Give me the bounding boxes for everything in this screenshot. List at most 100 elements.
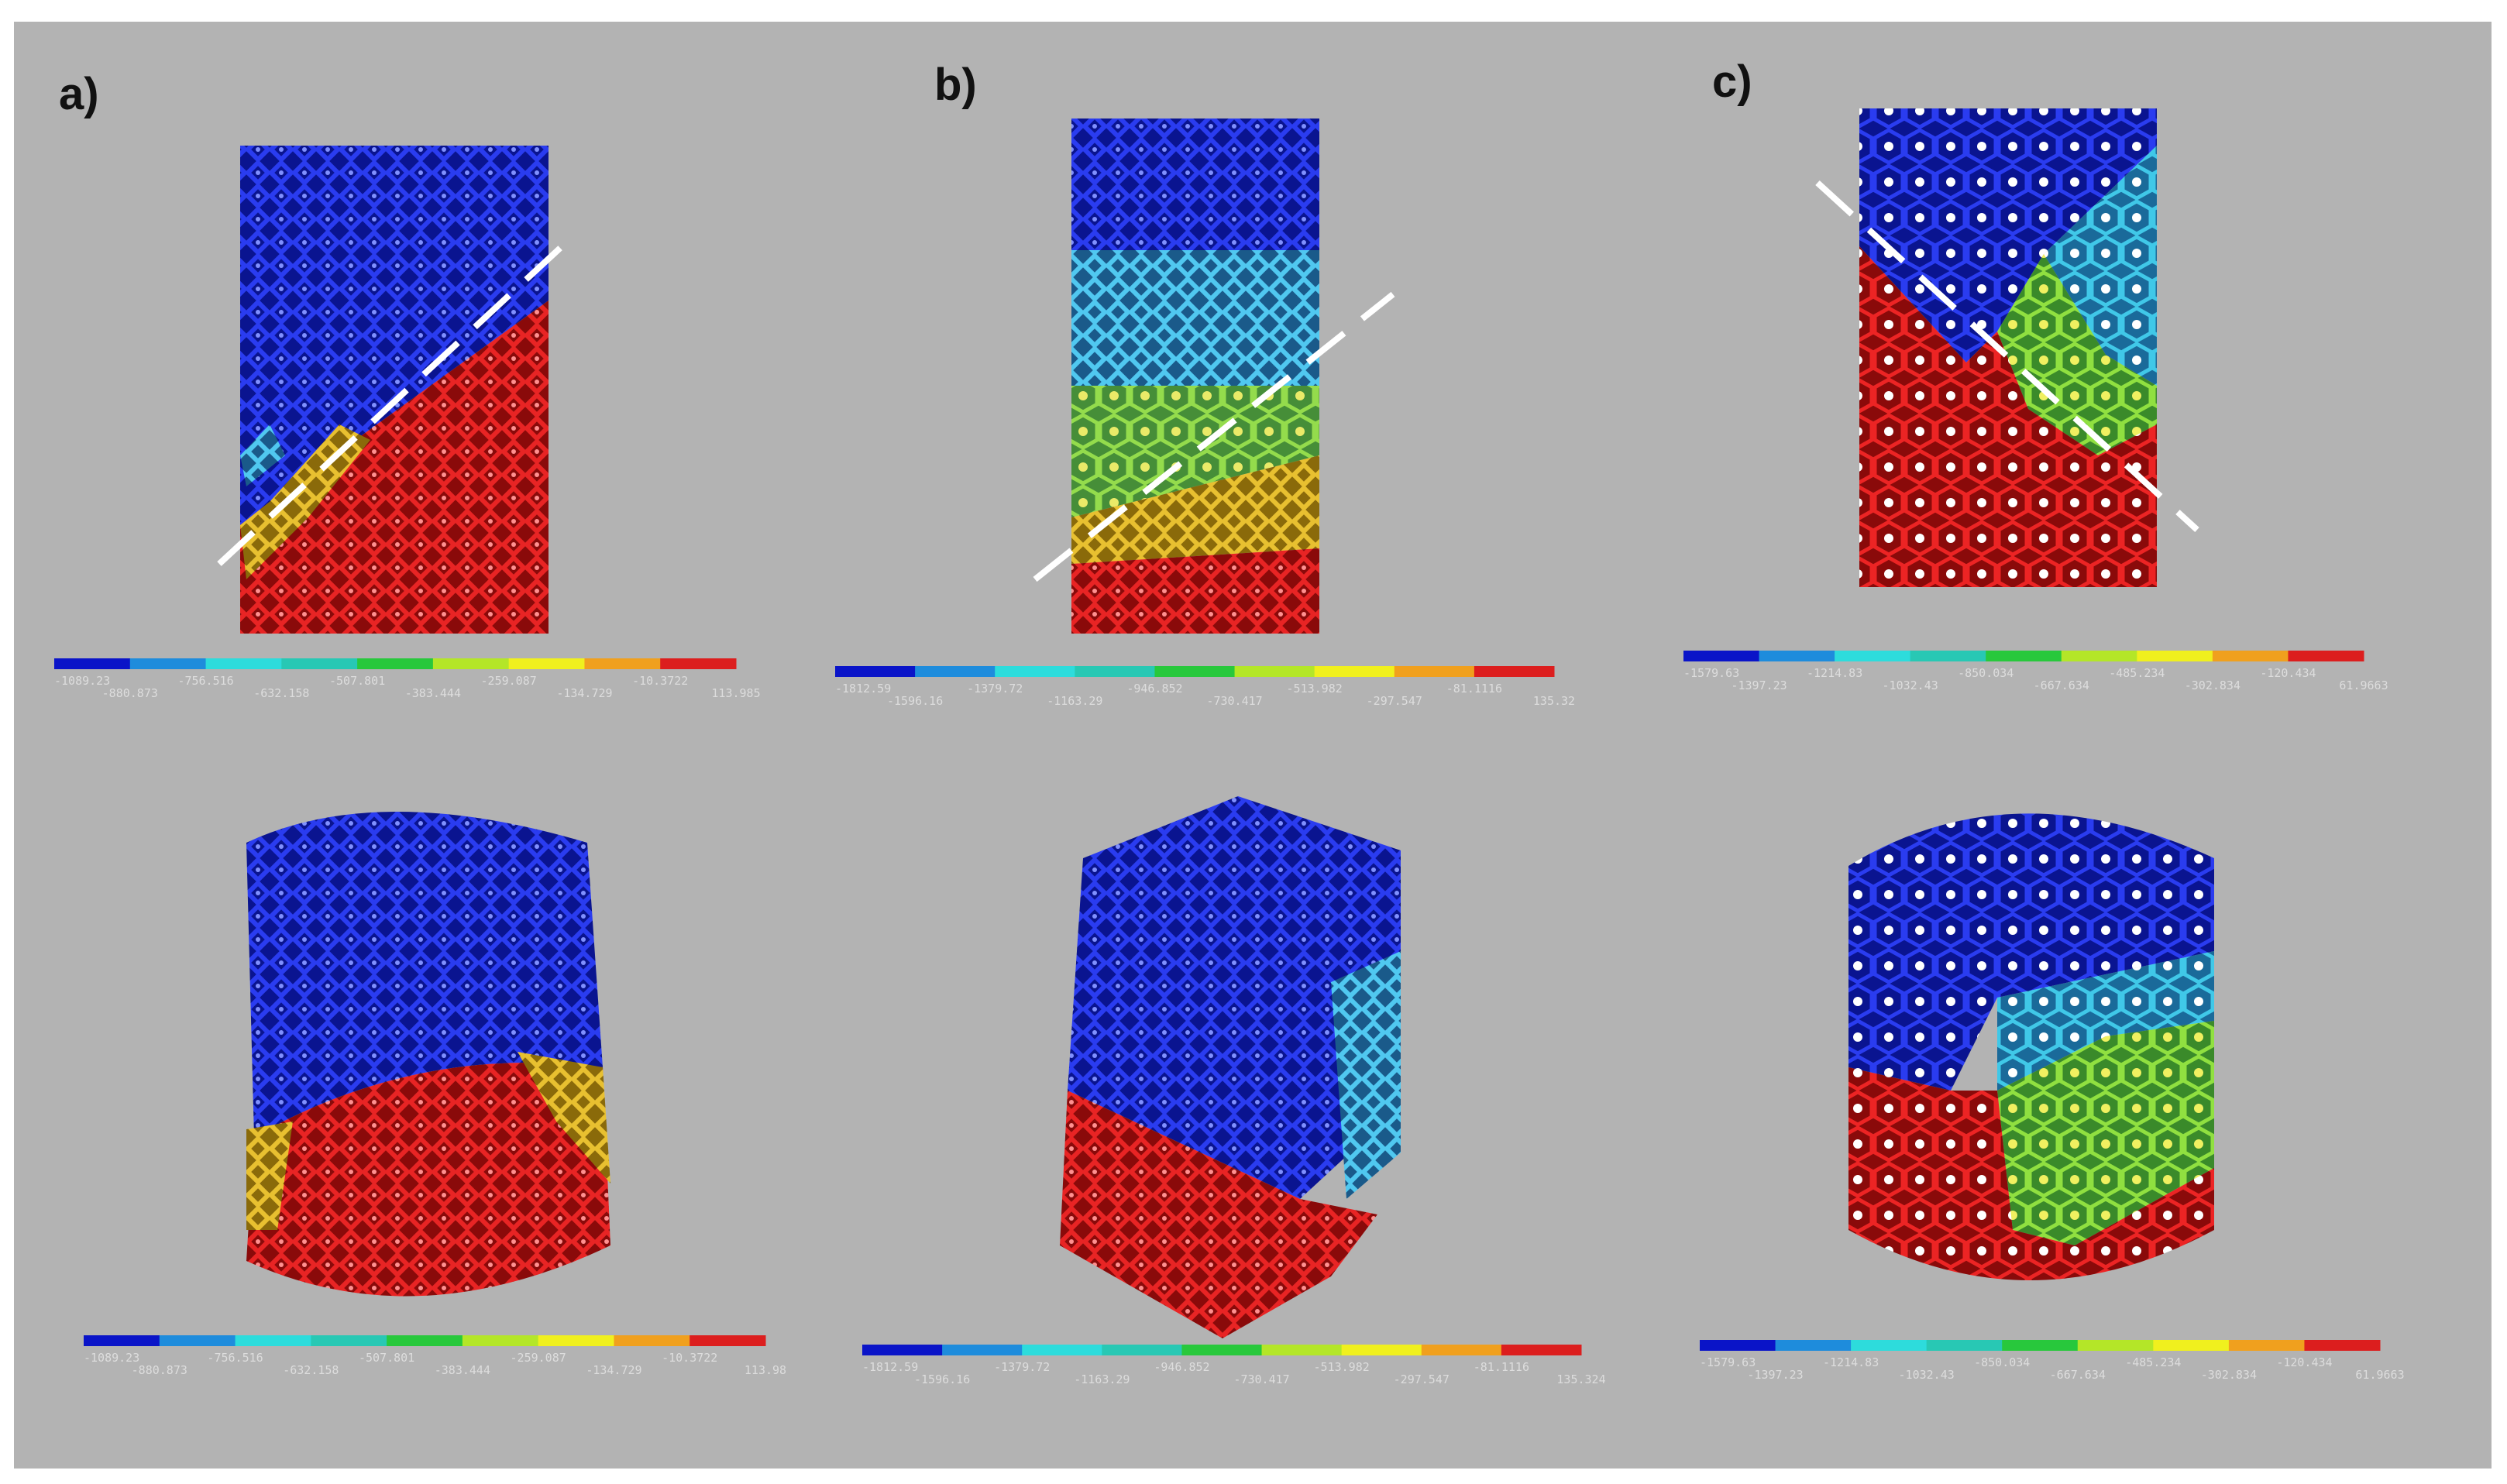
colorbar-segment bbox=[1314, 666, 1395, 677]
colorbar-tick-label: -667.634 bbox=[2034, 678, 2089, 692]
colorbar-tick-label: -134.729 bbox=[556, 686, 612, 700]
lattice-a-top bbox=[240, 146, 549, 634]
colorbar-tick-label: -10.3722 bbox=[662, 1351, 717, 1365]
colorbar-tick-label: -946.852 bbox=[1126, 682, 1182, 696]
colorbar-tick-label: -302.834 bbox=[2185, 678, 2240, 692]
colorbar-tick-label: -667.634 bbox=[2050, 1368, 2106, 1382]
colorbar-tick-label: -1089.23 bbox=[84, 1351, 139, 1365]
colorbar-segment bbox=[159, 1335, 236, 1346]
colorbar-a-bottom: -1089.23-880.873 -756.516 -632.158 -507.801… bbox=[84, 1335, 786, 1377]
colorbar-segment bbox=[1986, 651, 2062, 661]
colorbar-segment bbox=[1234, 666, 1315, 677]
colorbar-b-bottom: -1812.59-1596.16 -1379.72 -1163.29 -946.852… bbox=[862, 1345, 1606, 1386]
colorbar-segment bbox=[538, 1335, 614, 1346]
colorbar-tick-label: 113.985 bbox=[711, 686, 760, 700]
colorbar-segment bbox=[1154, 666, 1236, 677]
colorbar-segment bbox=[614, 1335, 690, 1346]
colorbar-segment bbox=[1759, 651, 1835, 661]
fracture-line-c bbox=[1815, 180, 2199, 532]
figure-panel: a) b) c) bbox=[14, 22, 2492, 1469]
colorbar-segment bbox=[2288, 651, 2364, 661]
colorbar-tick-label: -730.417 bbox=[1206, 694, 1262, 708]
colorbar-tick-label: -10.3722 bbox=[632, 674, 688, 688]
colorbar-segment bbox=[942, 1345, 1023, 1355]
colorbar-segment bbox=[235, 1335, 311, 1346]
colorbar-tick-label: -1397.23 bbox=[1747, 1368, 1803, 1382]
colorbar-tick-label: -485.234 bbox=[2109, 666, 2165, 680]
colorbar-segment bbox=[1474, 666, 1555, 677]
colorbar-tick-label: -120.434 bbox=[2260, 666, 2316, 680]
colorbar-tick-label: -120.434 bbox=[2276, 1355, 2332, 1369]
colorbar-segment bbox=[357, 658, 434, 669]
colorbar-tick-label: -507.801 bbox=[359, 1351, 414, 1365]
lattice-b-top bbox=[1071, 119, 1319, 634]
colorbar-tick-label: 113.98 bbox=[745, 1363, 786, 1377]
colorbar-segment bbox=[2304, 1340, 2381, 1351]
colorbar-tick-label: -850.034 bbox=[1958, 666, 2014, 680]
colorbar-segment bbox=[2077, 1340, 2154, 1351]
colorbar-segment bbox=[1421, 1345, 1502, 1355]
colorbar-segment bbox=[1775, 1340, 1852, 1351]
colorbar-c-top: -1579.63-1397.23 -1214.83 -1032.43 -850.034… bbox=[1683, 651, 2388, 692]
colorbar-tick-label: -632.158 bbox=[283, 1363, 339, 1377]
colorbar-segment bbox=[1926, 1340, 2003, 1351]
colorbar-tick-label: -632.158 bbox=[253, 686, 309, 700]
colorbar-segment bbox=[584, 658, 661, 669]
panel-label-a: a) bbox=[59, 69, 99, 119]
panel-label-b: b) bbox=[934, 60, 977, 110]
colorbar-tick-label: -1032.43 bbox=[1899, 1368, 1955, 1382]
colorbar-segment bbox=[1683, 651, 1760, 661]
colorbar-tick-label: -1812.59 bbox=[862, 1360, 918, 1374]
lattice-c-top bbox=[1859, 108, 2157, 587]
colorbar-segment bbox=[1394, 666, 1475, 677]
colorbar-segment bbox=[1181, 1345, 1263, 1355]
colorbar-tick-label: -383.444 bbox=[435, 1363, 490, 1377]
colorbar-tick-label: -297.547 bbox=[1394, 1372, 1450, 1386]
colorbar-tick-label: 135.324 bbox=[1556, 1372, 1605, 1386]
colorbar-segment bbox=[835, 666, 916, 677]
colorbar-b-top: -1812.59-1596.16 -1379.72 -1163.29 -946.852… bbox=[835, 666, 1575, 708]
colorbar-tick-label: -81.1116 bbox=[1474, 1360, 1529, 1374]
colorbar-segment bbox=[508, 658, 585, 669]
colorbar-tick-label: -297.547 bbox=[1367, 694, 1422, 708]
colorbar-tick-label: 61.9663 bbox=[2355, 1368, 2404, 1382]
colorbar-segment bbox=[1075, 666, 1155, 677]
colorbar-tick-label: -880.873 bbox=[132, 1363, 187, 1377]
colorbar-tick-label: -513.982 bbox=[1314, 1360, 1370, 1374]
colorbar-tick-label: -850.034 bbox=[1974, 1355, 2030, 1369]
colorbar-tick-label: -1812.59 bbox=[835, 682, 891, 696]
colorbar-tick-label: -259.087 bbox=[481, 674, 537, 688]
colorbars: -1089.23-880.873-756.516-632.158-507.801… bbox=[54, 651, 2405, 1386]
colorbar-tick-label: -81.1116 bbox=[1446, 682, 1502, 696]
lattice-b-bottom bbox=[1060, 796, 1401, 1338]
colorbar-tick-label: -1596.16 bbox=[887, 694, 943, 708]
colorbar-segment bbox=[690, 1335, 766, 1346]
colorbar-tick-label: -383.444 bbox=[405, 686, 461, 700]
colorbar-segment bbox=[2002, 1340, 2079, 1351]
colorbar-tick-label: 135.32 bbox=[1533, 694, 1575, 708]
colorbar-segment bbox=[995, 666, 1075, 677]
colorbar-segment bbox=[205, 658, 282, 669]
colorbar-segment bbox=[915, 666, 996, 677]
colorbar-segment bbox=[2137, 651, 2213, 661]
colorbar-segment bbox=[660, 658, 737, 669]
colorbar-segment bbox=[862, 1345, 943, 1355]
colorbar-segment bbox=[462, 1335, 539, 1346]
colorbar-tick-label: -259.087 bbox=[511, 1351, 566, 1365]
colorbar-tick-label: -1579.63 bbox=[1683, 666, 1739, 680]
colorbar-segment bbox=[2228, 1340, 2305, 1351]
lattice-c-bottom bbox=[1848, 813, 2214, 1280]
colorbar-tick-label: -507.801 bbox=[329, 674, 385, 688]
colorbar-segment bbox=[387, 1335, 463, 1346]
colorbar-tick-label: -730.417 bbox=[1233, 1372, 1289, 1386]
colorbar-segment bbox=[1102, 1345, 1182, 1355]
colorbar-segment bbox=[1835, 651, 1911, 661]
colorbar-tick-label: -1579.63 bbox=[1700, 1355, 1756, 1369]
colorbar-segment bbox=[1851, 1340, 1928, 1351]
colorbar-segment bbox=[1700, 1340, 1776, 1351]
colorbar-tick-label: -1596.16 bbox=[914, 1372, 970, 1386]
fracture-line-b bbox=[1033, 291, 1395, 582]
colorbar-tick-label: -1214.83 bbox=[1823, 1355, 1879, 1369]
colorbar-tick-label: -134.729 bbox=[586, 1363, 641, 1377]
colorbar-segment bbox=[311, 1335, 387, 1346]
